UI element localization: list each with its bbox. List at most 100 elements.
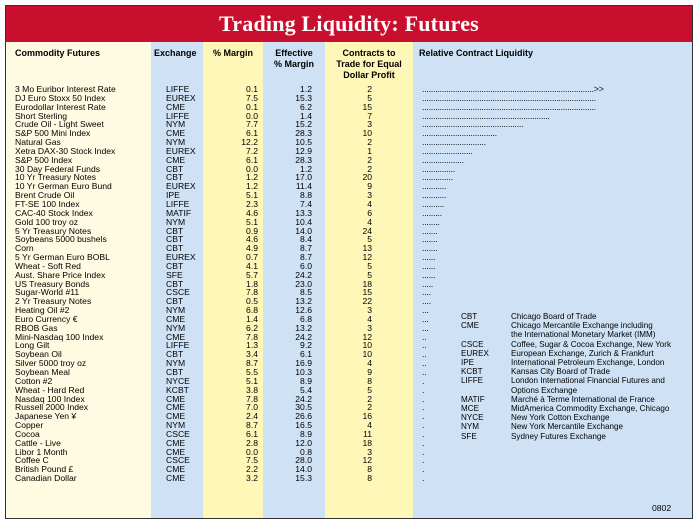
liquidity-bar: . xyxy=(422,464,425,475)
effective-margin-value: 30.5 xyxy=(295,402,312,413)
liquidity-bar: .................................. xyxy=(422,128,497,139)
legend-code: SFE xyxy=(461,431,477,441)
commodity-name: Euro Currency € xyxy=(15,313,78,324)
legend-description: International Petroleum Exchange, London xyxy=(511,358,665,368)
margin-value: 0.0 xyxy=(246,110,258,121)
contracts-value: 4 xyxy=(367,198,372,209)
exchange-code: CBT xyxy=(166,243,184,254)
exchange-code: CME xyxy=(166,393,186,404)
legend-code: CME xyxy=(461,321,479,331)
commodity-name: DJ Euro Stoxx 50 Index xyxy=(15,92,106,103)
legend-code: EUREX xyxy=(461,348,489,358)
liquidity-bar: ....................... xyxy=(422,145,473,156)
effective-margin-value: 6.8 xyxy=(300,313,312,324)
table-row: 2 Yr Treasury Notes CBT 0.5 13.2 22.... xyxy=(6,297,692,306)
contracts-value: 5 xyxy=(367,234,372,245)
contracts-value: 5 xyxy=(367,260,372,271)
table-row: Soybean Oil CBT 3.4 6.1 10.. xyxy=(6,350,692,359)
margin-value: 7.8 xyxy=(246,331,258,342)
commodity-name: 5 Yr Treasury Notes xyxy=(15,225,92,236)
table-row: Cocoa CSCE 6.1 8.9 11. xyxy=(6,428,692,439)
commodity-name: Wheat - Soft Red xyxy=(15,260,81,271)
contracts-value: 4 xyxy=(367,420,372,431)
legend-row: MATIF Marché à Terme International de Fra… xyxy=(461,395,686,404)
contracts-value: 12 xyxy=(362,455,372,466)
legend-code: MATIF xyxy=(461,394,485,404)
legend-code: KCBT xyxy=(461,367,483,377)
legend-code: LIFFE xyxy=(461,376,484,386)
liquidity-column-band xyxy=(413,42,692,518)
exchange-code: CME xyxy=(166,411,186,422)
exchange-code: MATIF xyxy=(166,207,192,218)
footer-code: 0802 xyxy=(652,503,672,513)
legend-description: MidAmerica Commodity Exchange, Chicago xyxy=(511,404,670,414)
liquidity-bar: ............................. xyxy=(422,137,486,148)
liquidity-bar: ........................................… xyxy=(422,119,524,130)
table-row: Soybean Meal CBT 5.5 10.3 9.. xyxy=(6,368,692,377)
exchange-code: NYM xyxy=(166,216,186,227)
table-row: Japanese Yen ¥ CME 2.4 26.6 16. xyxy=(6,412,692,421)
commodity-name: Cattle - Live xyxy=(15,437,61,448)
header-effective: Effective % Margin xyxy=(264,48,324,70)
legend-code: CSCE xyxy=(461,339,484,349)
contracts-value: 12 xyxy=(362,252,372,263)
legend-description: Coffee, Sugar & Cocoa Exchange, New York xyxy=(511,339,672,349)
header-effective-line1: Effective xyxy=(275,48,313,58)
commodity-name: Nasdaq 100 Index xyxy=(15,393,85,404)
liquidity-bar: . xyxy=(422,375,425,386)
commodity-name: Short Sterling xyxy=(15,110,68,121)
margin-value: 0.9 xyxy=(246,225,258,236)
exchange-code: EUREX xyxy=(166,252,196,263)
exchange-code: KCBT xyxy=(166,384,189,395)
table-row: 10 Yr Treasury Notes CBT 1.2 17.0 20........… xyxy=(6,173,692,182)
exchange-code: NYCE xyxy=(166,375,190,386)
exchange-code: CSCE xyxy=(166,455,190,466)
legend-description: Chicago Board of Trade xyxy=(511,312,597,321)
margin-value: 6.2 xyxy=(246,322,258,333)
liquidity-bar: ...... xyxy=(422,260,436,271)
table-row: Aust. Share Price Index SFE 5.7 24.2 5...... xyxy=(6,269,692,280)
table-row: Wheat - Hard Red KCBT 3.8 5.4 5. xyxy=(6,384,692,395)
liquidity-bar: ........................................… xyxy=(422,101,596,112)
contracts-value: 6 xyxy=(367,207,372,218)
exchange-code: NYM xyxy=(166,358,186,369)
margin-value: 3.4 xyxy=(246,349,258,360)
liquidity-bar: .......... xyxy=(422,198,445,209)
contracts-column-band xyxy=(325,42,413,518)
margin-value: 1.2 xyxy=(246,172,258,183)
liquidity-bar: ........... xyxy=(422,181,447,192)
effective-margin-value: 6.1 xyxy=(300,349,312,360)
legend-code: IPE xyxy=(461,358,475,368)
liquidity-bar: . xyxy=(422,402,425,413)
legend-description: New York Cotton Exchange xyxy=(511,413,610,423)
liquidity-bar: .... xyxy=(422,287,431,298)
contracts-value: 5 xyxy=(367,269,372,280)
margin-value: 1.4 xyxy=(246,313,258,324)
effective-margin-value: 0.8 xyxy=(300,446,312,457)
margin-value: 0.0 xyxy=(246,446,258,457)
commodity-name: British Pound £ xyxy=(15,464,74,475)
commodity-name: 3 Mo Euribor Interest Rate xyxy=(15,84,116,94)
commodity-name: Cotton #2 xyxy=(15,375,53,386)
contracts-value: 4 xyxy=(367,216,372,227)
commodity-name: 30 Day Federal Funds xyxy=(15,163,101,174)
commodity-name: Sugar-World #11 xyxy=(15,287,80,298)
liquidity-bar: ........ xyxy=(422,216,440,227)
effective-margin-value: 8.9 xyxy=(300,428,312,439)
liquidity-bar: ........................................… xyxy=(422,92,596,103)
exchange-code: CBT xyxy=(166,296,184,307)
margin-value: 2.8 xyxy=(246,437,258,448)
effective-margin-value: 6.2 xyxy=(300,101,312,112)
effective-margin-value: 24.2 xyxy=(295,331,312,342)
contracts-value: 20 xyxy=(362,172,372,183)
contracts-value: 3 xyxy=(367,190,372,201)
liquidity-bar: .............. xyxy=(422,172,453,183)
table-row: British Pound £ CME 2.2 14.0 8. xyxy=(6,465,692,474)
legend-description: European Exchange, Zurich & Frankfurt xyxy=(511,348,654,358)
legend-description: Chicago Mercantile Exchange including xyxy=(511,321,653,331)
contracts-value: 24 xyxy=(362,225,372,236)
commodity-name: Eurodollar Interest Rate xyxy=(15,101,106,112)
contracts-value: 3 xyxy=(367,446,372,457)
exchange-code: CME xyxy=(166,402,186,413)
exchange-code: LIFFE xyxy=(166,198,190,209)
